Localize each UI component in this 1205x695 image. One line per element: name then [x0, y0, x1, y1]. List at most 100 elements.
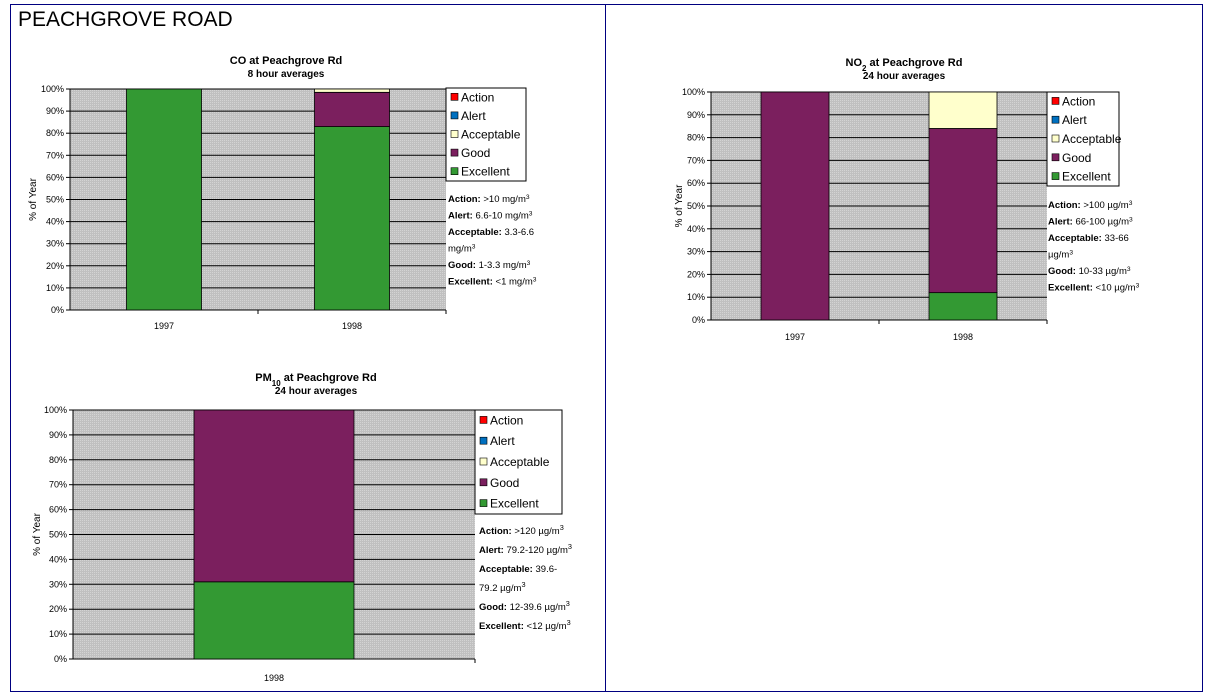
threshold-note: mg/m3	[448, 243, 476, 255]
legend-swatch-excellent	[1051, 172, 1060, 180]
x-tick-label: 1997	[785, 332, 805, 342]
legend-label-excellent: Excellent	[490, 497, 539, 511]
legend-label-action: Action	[1062, 94, 1095, 108]
legend: Action Alert Acceptable Good Excellent	[445, 87, 527, 182]
x-tick-label: 1998	[953, 332, 973, 342]
legend-label-alert: Alert	[490, 434, 515, 448]
legend-swatch-acceptable	[1051, 134, 1060, 143]
y-tick-label: 60%	[49, 505, 67, 515]
legend-label-action: Action	[461, 90, 494, 104]
bar-segment-excellent-1997	[126, 88, 202, 311]
y-tick-label: 70%	[49, 480, 67, 490]
chart-1: CO at Peachgrove Rd 8 hour averages 0% 10% 2…	[28, 55, 537, 331]
legend-swatch-good	[1051, 153, 1060, 162]
legend-label-acceptable: Acceptable	[1062, 132, 1122, 146]
chart-subtitle: 24 hour averages	[275, 386, 358, 397]
y-tick-label: 0%	[54, 654, 67, 664]
threshold-note: Alert: 79.2-120 µg/m3	[479, 542, 572, 557]
threshold-note: Good: 1-3.3 mg/m3	[448, 260, 531, 272]
legend-swatch-alert	[1051, 115, 1060, 124]
legend-label-good: Good	[490, 476, 519, 490]
threshold-note: Alert: 66-100 µg/m3	[1048, 216, 1133, 228]
threshold-note: 79.2 µg/m3	[479, 580, 526, 595]
legend-label-excellent: Excellent	[1062, 170, 1111, 184]
threshold-note: Excellent: <12 µg/m3	[479, 618, 571, 633]
legend-label-action: Action	[490, 413, 523, 427]
y-tick-label: 10%	[49, 629, 67, 639]
y-tick-label: 50%	[46, 195, 64, 205]
y-tick-label: 30%	[46, 239, 64, 249]
threshold-note: Acceptable: 39.6-	[479, 564, 557, 575]
y-tick-label: 80%	[687, 133, 705, 143]
y-tick-label: 20%	[49, 604, 67, 614]
legend-label-good: Good	[461, 146, 490, 160]
y-axis-label: % of Year	[674, 184, 685, 227]
threshold-note: Alert: 6.6-10 mg/m3	[448, 210, 533, 222]
threshold-note: Excellent: <1 mg/m3	[448, 276, 537, 288]
chart-title: CO at Peachgrove Rd	[230, 55, 342, 67]
legend-swatch-alert	[479, 436, 488, 445]
chart-subtitle: 24 hour averages	[863, 71, 946, 82]
legend-label-acceptable: Acceptable	[490, 455, 550, 469]
bar-segment-excellent-1998	[193, 581, 355, 660]
y-tick-label: 60%	[687, 178, 705, 188]
y-tick-label: 70%	[687, 155, 705, 165]
legend: Action Alert Acceptable Good Excellent	[474, 409, 563, 515]
y-tick-label: 100%	[682, 87, 705, 97]
legend-label-excellent: Excellent	[461, 165, 510, 179]
y-tick-label: 10%	[46, 283, 64, 293]
y-tick-label: 0%	[51, 305, 64, 315]
threshold-note: Action: >100 µg/m3	[1048, 200, 1133, 212]
x-tick-label: 1998	[342, 321, 362, 331]
threshold-note: Action: >120 µg/m3	[479, 523, 564, 538]
y-tick-label: 100%	[44, 405, 67, 415]
bar-segment-acceptable-1998	[314, 88, 390, 93]
legend-label-alert: Alert	[1062, 113, 1087, 127]
y-tick-label: 40%	[49, 554, 67, 564]
y-tick-label: 20%	[46, 261, 64, 271]
y-tick-label: 90%	[49, 430, 67, 440]
chart-title: NO2 at Peachgrove Rd	[846, 57, 963, 73]
legend-swatch-acceptable	[479, 457, 488, 466]
legend-swatch-action	[479, 416, 488, 424]
y-axis-label: % of Year	[28, 177, 39, 220]
y-tick-label: 40%	[687, 224, 705, 234]
bar-segment-excellent-1998	[928, 292, 998, 321]
x-tick-label: 1998	[264, 673, 284, 683]
y-tick-label: 90%	[46, 106, 64, 116]
y-tick-label: 100%	[41, 84, 64, 94]
legend-label-good: Good	[1062, 151, 1091, 165]
threshold-note: Good: 12-39.6 µg/m3	[479, 599, 570, 614]
column-divider	[605, 4, 606, 692]
legend-swatch-action	[1051, 97, 1060, 105]
threshold-note: Good: 10-33 µg/m3	[1048, 266, 1131, 278]
y-tick-label: 70%	[46, 150, 64, 160]
y-tick-label: 50%	[49, 530, 67, 540]
y-tick-label: 10%	[687, 292, 705, 302]
threshold-note: Acceptable: 33-66	[1048, 233, 1129, 244]
legend-swatch-action	[450, 93, 459, 101]
y-tick-label: 50%	[687, 201, 705, 211]
y-tick-label: 30%	[687, 247, 705, 257]
chart-subtitle: 8 hour averages	[248, 69, 325, 80]
y-tick-label: 20%	[687, 269, 705, 279]
legend-swatch-excellent	[479, 499, 488, 507]
threshold-note: Acceptable: 3.3-6.6	[448, 227, 534, 238]
y-tick-label: 90%	[687, 110, 705, 120]
bar-segment-acceptable-1998	[928, 91, 998, 129]
threshold-note: Action: >10 mg/m3	[448, 194, 530, 206]
legend-box	[474, 409, 563, 515]
bar-segment-excellent-1998	[314, 126, 390, 311]
bar-segment-good-1997	[760, 91, 830, 321]
x-tick-label: 1997	[154, 321, 174, 331]
legend-swatch-good	[479, 478, 488, 487]
legend-swatch-good	[450, 148, 459, 157]
legend-swatch-alert	[450, 111, 459, 120]
bar-segment-good-1998	[314, 91, 390, 127]
y-tick-label: 80%	[49, 455, 67, 465]
bar-segment-good-1998	[928, 128, 998, 294]
bar-segment-good-1998	[193, 409, 355, 583]
